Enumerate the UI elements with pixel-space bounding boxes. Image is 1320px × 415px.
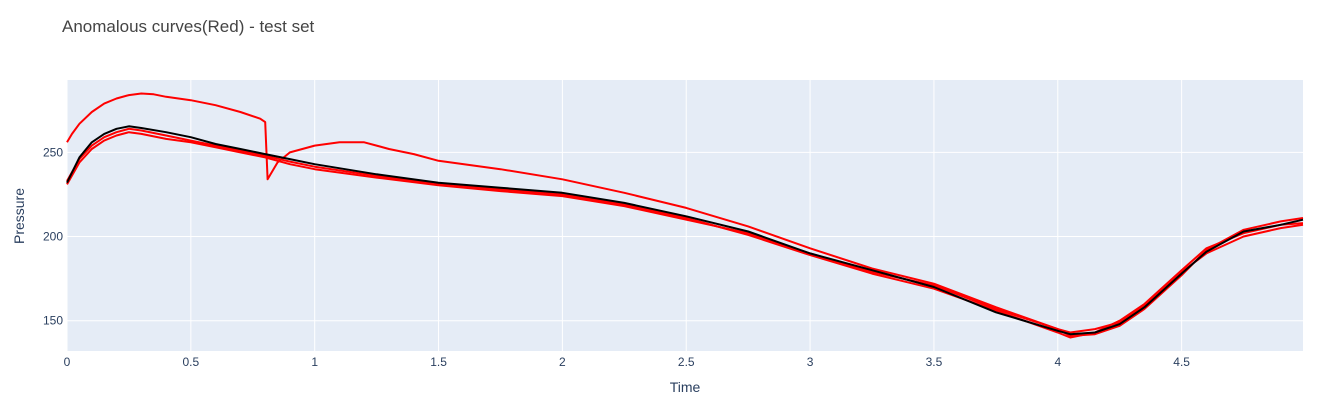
x-axis-ticks: 0 0.5 1 1.5 2 2.5 3 3.5 4 4.5	[64, 355, 1191, 369]
x-tick-label: 0	[64, 355, 71, 369]
x-tick-label: 4	[1054, 355, 1061, 369]
series-group	[66, 92, 1304, 339]
x-tick-label: 1.5	[430, 355, 447, 369]
x-tick-label: 4.5	[1173, 355, 1190, 369]
series-line-normal	[66, 125, 1304, 336]
x-axis-label: Time	[670, 379, 701, 395]
series-line-anomalous-1	[66, 127, 1304, 339]
y-tick-label: 150	[43, 314, 63, 328]
x-tick-label: 3.5	[926, 355, 943, 369]
chart-title: Anomalous curves(Red) - test set	[62, 17, 315, 36]
y-tick-label: 200	[43, 230, 63, 244]
y-axis-ticks: 150 200 250	[43, 145, 63, 327]
y-axis-label: Pressure	[11, 188, 27, 244]
y-tick-label: 250	[43, 145, 63, 159]
x-tick-label: 2	[559, 355, 566, 369]
series-line-anomalous-3	[66, 92, 1304, 334]
x-tick-label: 1	[311, 355, 318, 369]
grid-lines	[66, 80, 1303, 351]
x-tick-label: 0.5	[183, 355, 200, 369]
series-line-anomalous-2	[66, 131, 1304, 337]
x-tick-label: 2.5	[678, 355, 695, 369]
x-tick-label: 3	[807, 355, 814, 369]
